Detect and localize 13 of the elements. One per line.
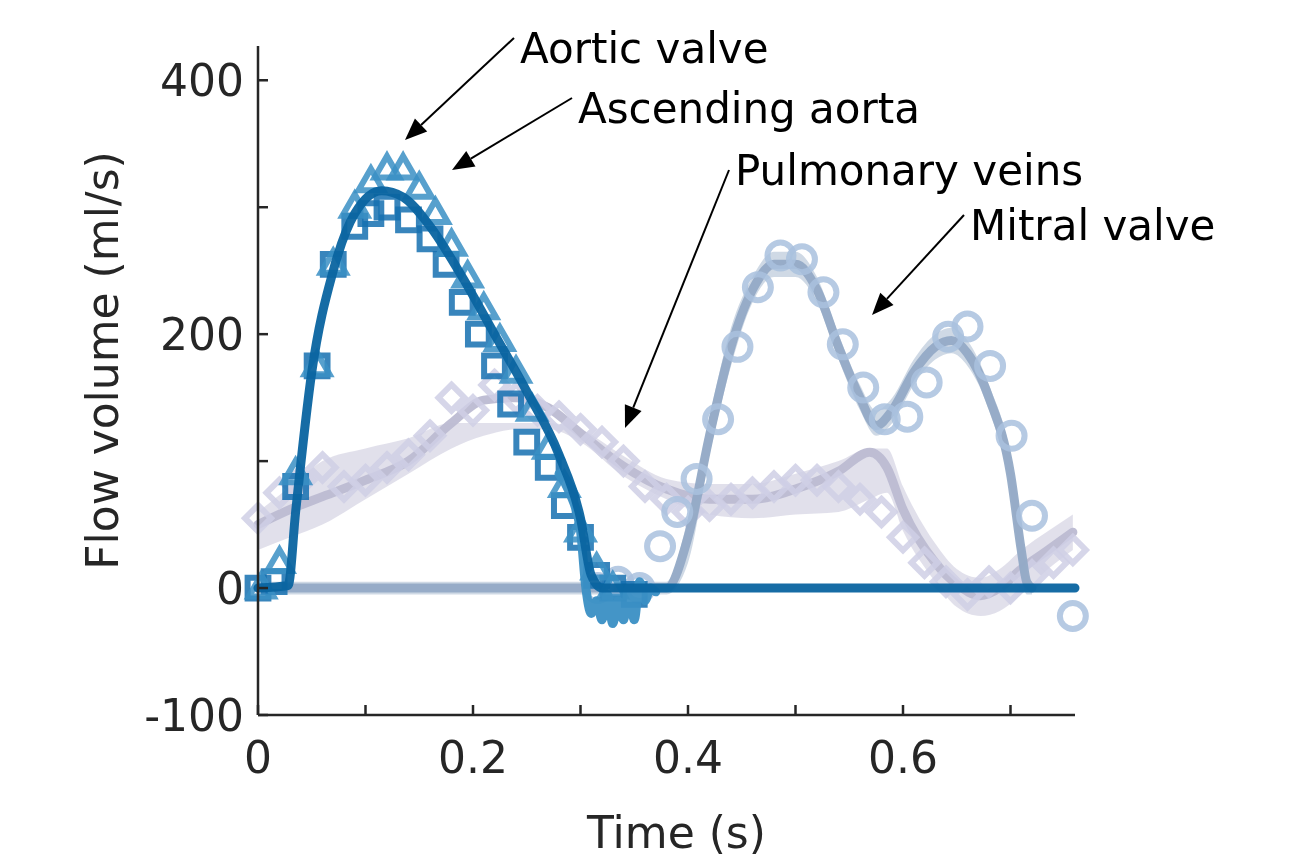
annotation: Pulmonary veins — [735, 145, 1084, 195]
annotation: Ascending aorta — [578, 83, 921, 133]
y-tick-label: 200 — [160, 309, 244, 361]
x-tick-label: 0.2 — [438, 732, 508, 783]
y-tick-label: -100 — [144, 689, 244, 741]
x-axis-title: Time (s) — [586, 807, 766, 855]
annotation: Mitral valve — [970, 200, 1216, 250]
x-tick-label: 0.4 — [653, 732, 723, 783]
y-tick-label: 0 — [216, 562, 244, 614]
annotation: Aortic valve — [520, 23, 769, 73]
y-tick-label: 400 — [160, 55, 244, 107]
x-tick-label: 0.6 — [868, 732, 938, 783]
y-axis-title: Flow volume (ml/s) — [77, 151, 128, 570]
